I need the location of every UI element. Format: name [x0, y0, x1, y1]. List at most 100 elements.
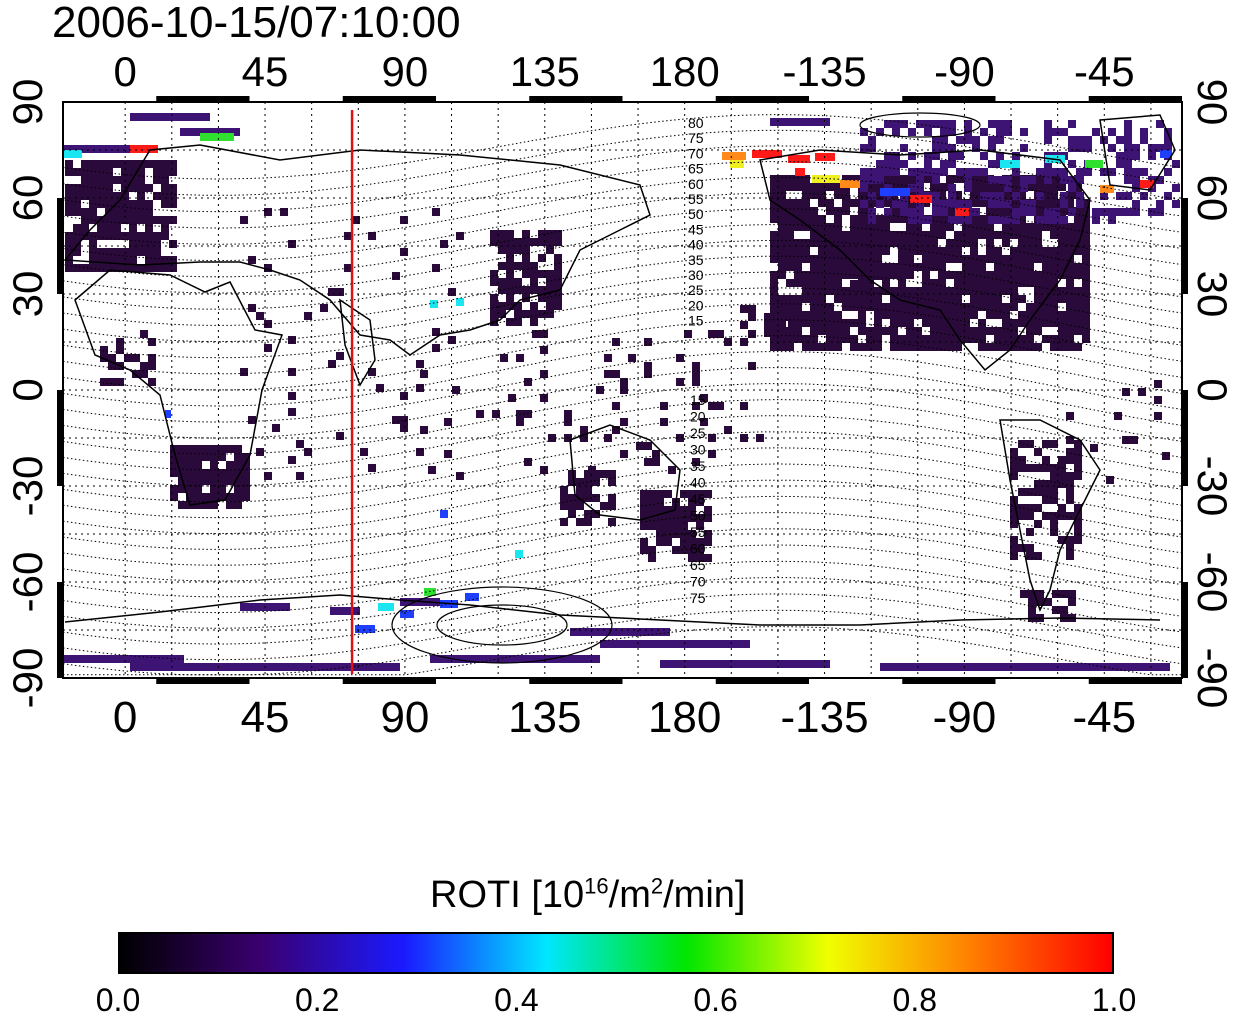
- roti-cell: [1034, 303, 1042, 311]
- roti-cell: [538, 230, 546, 238]
- roti-cell: [962, 255, 970, 263]
- roti-cell: [868, 176, 876, 184]
- roti-cell: [876, 168, 884, 176]
- roti-cell: [994, 207, 1002, 215]
- roti-cell: [540, 330, 548, 338]
- roti-cell: [970, 279, 978, 287]
- roti-cell: [858, 303, 866, 311]
- roti-cell: [858, 215, 866, 223]
- roti-cell: [946, 255, 954, 263]
- map-title: 2006-10-15/07:10:00: [52, 0, 461, 47]
- roti-cell: [522, 238, 530, 246]
- roti-cell: [153, 160, 161, 168]
- roti-cell: [996, 128, 1004, 136]
- roti-cell: [866, 256, 874, 264]
- roti-cell: [842, 327, 850, 335]
- roti-cell: [688, 490, 696, 498]
- roti-cell: [432, 344, 440, 352]
- roti-cell: [802, 343, 810, 351]
- roti-cell: [1058, 287, 1066, 295]
- roti-cell: [226, 469, 234, 477]
- roti-high-cell: [910, 195, 932, 203]
- roti-cell: [576, 502, 584, 510]
- roti-cell: [1010, 552, 1018, 560]
- roti-cell: [1044, 128, 1052, 136]
- roti-cell: [850, 295, 858, 303]
- roti-cell: [1074, 271, 1082, 279]
- roti-cell: [1084, 136, 1092, 144]
- roti-cell: [778, 247, 786, 255]
- roti-cell: [1042, 199, 1050, 207]
- contour-label: 55: [688, 191, 704, 207]
- roti-cell: [65, 208, 73, 216]
- roti-high-cell: [465, 593, 479, 601]
- roti-cell: [1066, 452, 1074, 460]
- roti-cell: [242, 461, 250, 469]
- roti-cell: [100, 378, 108, 386]
- roti-cell: [145, 208, 153, 216]
- roti-cell: [97, 232, 105, 240]
- roti-cell: [980, 152, 988, 160]
- roti-cell: [272, 424, 280, 432]
- roti-cell: [1172, 160, 1180, 168]
- roti-cell: [842, 287, 850, 295]
- roti-cell: [1082, 279, 1090, 287]
- roti-cell: [962, 223, 970, 231]
- roti-band: [330, 607, 360, 615]
- contour-line: [62, 415, 1183, 487]
- contour-line: [62, 495, 1183, 566]
- roti-cell: [1066, 191, 1074, 199]
- roti-cell: [930, 311, 938, 319]
- roti-cell: [802, 207, 810, 215]
- roti-cell: [874, 215, 882, 223]
- roti-cell: [89, 232, 97, 240]
- lat-tick-label-left: 60: [4, 175, 51, 222]
- roti-cell: [648, 514, 656, 522]
- roti-band: [64, 145, 154, 153]
- roti-cell: [178, 461, 186, 469]
- roti-cell: [740, 402, 748, 410]
- lat-tick-label-right: 60: [1189, 175, 1236, 222]
- roti-cell: [978, 183, 986, 191]
- roti-cell: [113, 208, 121, 216]
- roti-cell: [906, 271, 914, 279]
- contour-label: 25: [688, 282, 704, 298]
- roti-cell: [113, 264, 121, 272]
- roti-cell: [65, 232, 73, 240]
- roti-cell: [794, 327, 802, 335]
- roti-cell: [748, 362, 756, 370]
- roti-cell: [932, 168, 940, 176]
- roti-cell: [1058, 231, 1066, 239]
- roti-cell: [908, 216, 916, 224]
- roti-cell: [892, 152, 900, 160]
- roti-cell: [392, 272, 400, 280]
- roti-cell: [1042, 311, 1050, 319]
- roti-cell: [137, 240, 145, 248]
- roti-cell: [906, 175, 914, 183]
- roti-cell: [890, 271, 898, 279]
- roti-cell: [946, 343, 954, 351]
- roti-cell: [962, 311, 970, 319]
- roti-cell: [1050, 263, 1058, 271]
- roti-cell: [794, 183, 802, 191]
- roti-cell: [1034, 488, 1042, 496]
- roti-cell: [169, 168, 177, 176]
- contour-line: [63, 626, 1182, 676]
- contour-loop-north: [859, 112, 981, 138]
- roti-cell: [938, 343, 946, 351]
- roti-cell: [1058, 255, 1066, 263]
- roti-cell: [826, 207, 834, 215]
- roti-cell: [898, 319, 906, 327]
- roti-cell: [1092, 216, 1100, 224]
- roti-cell: [970, 303, 978, 311]
- roti-cell: [538, 270, 546, 278]
- roti-cell: [922, 287, 930, 295]
- roti-cell: [1074, 247, 1082, 255]
- roti-cell: [834, 327, 842, 335]
- roti-cell: [802, 295, 810, 303]
- roti-cell: [1122, 388, 1130, 396]
- roti-cell: [898, 279, 906, 287]
- roti-cell: [1034, 343, 1042, 351]
- roti-cell: [1124, 168, 1132, 176]
- roti-high-cell: [200, 133, 234, 141]
